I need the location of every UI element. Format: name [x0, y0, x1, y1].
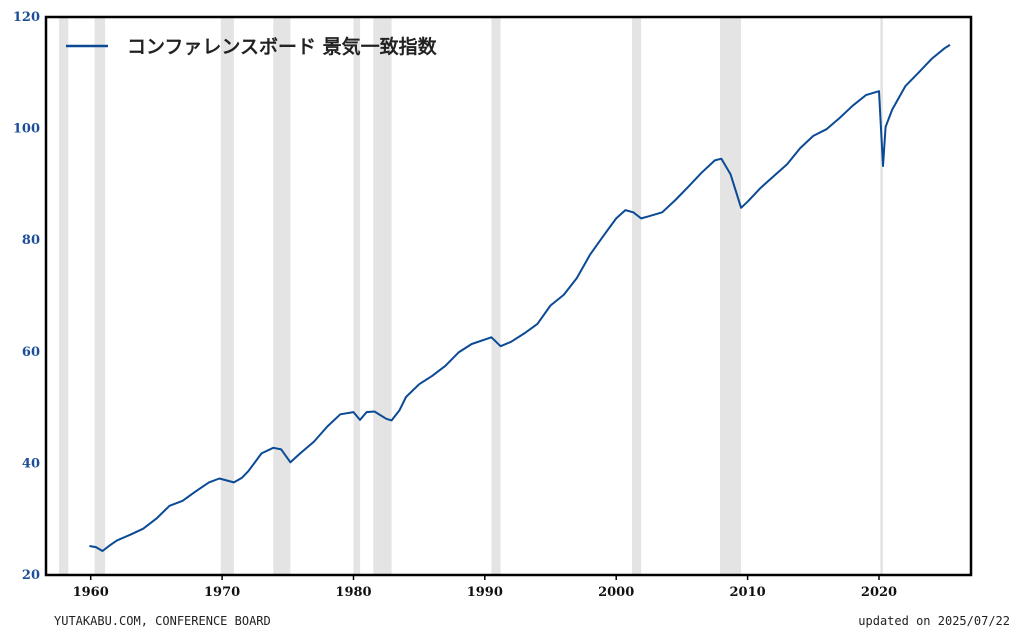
recession-bands: [59, 17, 883, 575]
x-tick-label: 2010: [730, 585, 766, 600]
y-tick-label: 80: [22, 233, 40, 248]
recession-band: [273, 17, 291, 575]
legend: コンファレンスボード 景気一致指数: [66, 35, 438, 58]
plot-frame: [44, 15, 973, 577]
source-note: YUTAKABU.COM, CONFERENCE BOARD: [54, 614, 271, 628]
x-axis: 1960 1970 1980 1990 2000 2010 2020: [73, 575, 897, 600]
y-tick-label: 60: [22, 345, 40, 360]
recession-band: [220, 17, 234, 575]
y-axis: 20 40 60 80 100 120: [13, 10, 40, 583]
x-tick-label: 1960: [73, 585, 109, 600]
x-tick-label: 1990: [467, 585, 503, 600]
recession-band: [94, 17, 106, 575]
y-tick-label: 40: [22, 456, 40, 471]
recession-band: [720, 17, 741, 575]
y-tick-label: 100: [13, 122, 40, 137]
y-tick-label: 20: [22, 568, 40, 583]
series-layer: [89, 44, 951, 552]
updated-note: updated on 2025/07/22: [858, 614, 1010, 628]
recession-band: [491, 17, 501, 575]
x-tick-label: 2020: [861, 585, 897, 600]
y-tick-label: 120: [13, 10, 40, 25]
recession-band: [353, 17, 361, 575]
recession-band: [373, 17, 392, 575]
legend-label: コンファレンスボード 景気一致指数: [127, 35, 438, 58]
recession-band: [880, 17, 883, 575]
series-line: [89, 44, 951, 552]
x-tick-label: 2000: [598, 585, 634, 600]
x-tick-label: 1980: [335, 585, 371, 600]
recession-band: [632, 17, 642, 575]
x-tick-label: 1970: [204, 585, 240, 600]
recession-band: [59, 17, 69, 575]
